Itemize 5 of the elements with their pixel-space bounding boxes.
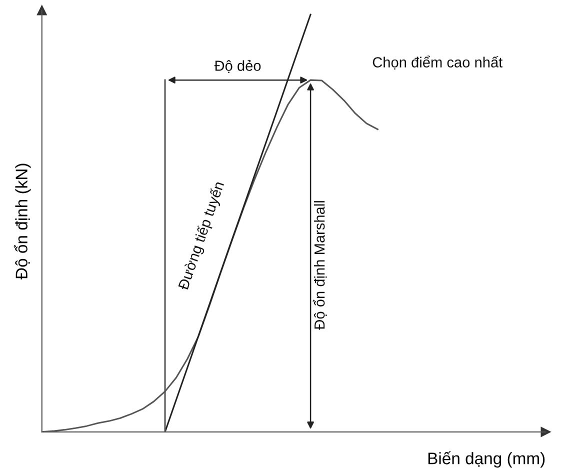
x-axis-title: Biến dạng (mm): [428, 451, 545, 468]
annotation: Chọn điểm cao nhất: [372, 56, 503, 70]
y-axis-title: Độ ổn định (kN): [14, 164, 31, 280]
annotation: Độ dẻo: [214, 60, 261, 73]
annotation: Độ ổn định Marshall: [312, 201, 327, 330]
